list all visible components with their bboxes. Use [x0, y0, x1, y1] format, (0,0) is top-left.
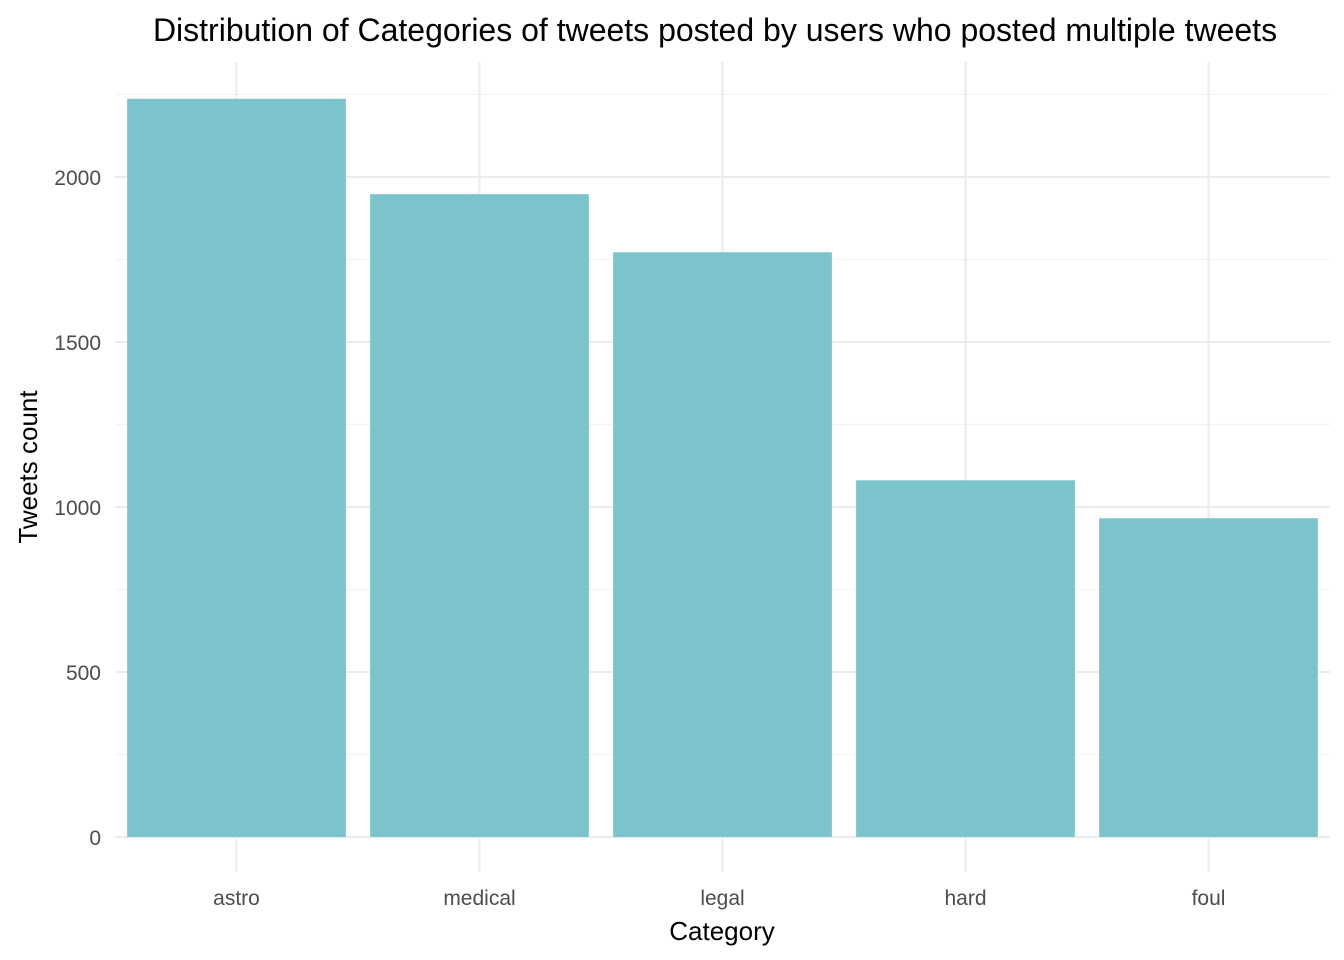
bar-astro — [127, 98, 346, 838]
x-tick-label: legal — [700, 887, 744, 910]
y-tick-label: 0 — [89, 827, 101, 850]
chart-title: Distribution of Categories of tweets pos… — [153, 12, 1277, 48]
y-axis-ticks: 0 500 1000 1500 2000 — [54, 167, 101, 850]
bar-legal — [613, 252, 832, 838]
bar-hard — [856, 480, 1075, 837]
y-tick-label: 1500 — [54, 332, 101, 355]
y-tick-label: 500 — [66, 662, 101, 685]
x-tick-label: hard — [944, 887, 986, 910]
x-axis-title: Category — [669, 916, 775, 946]
y-tick-label: 1000 — [54, 497, 101, 520]
x-tick-label: astro — [213, 887, 260, 910]
y-tick-label: 2000 — [54, 167, 101, 190]
y-axis-title: Tweets count — [13, 390, 43, 544]
bars — [127, 98, 1318, 838]
x-axis-ticks: astro medical legal hard foul — [213, 887, 1225, 910]
bar-medical — [370, 194, 589, 837]
bar-foul — [1099, 518, 1318, 837]
x-tick-label: medical — [443, 887, 515, 910]
x-tick-label: foul — [1192, 887, 1226, 910]
